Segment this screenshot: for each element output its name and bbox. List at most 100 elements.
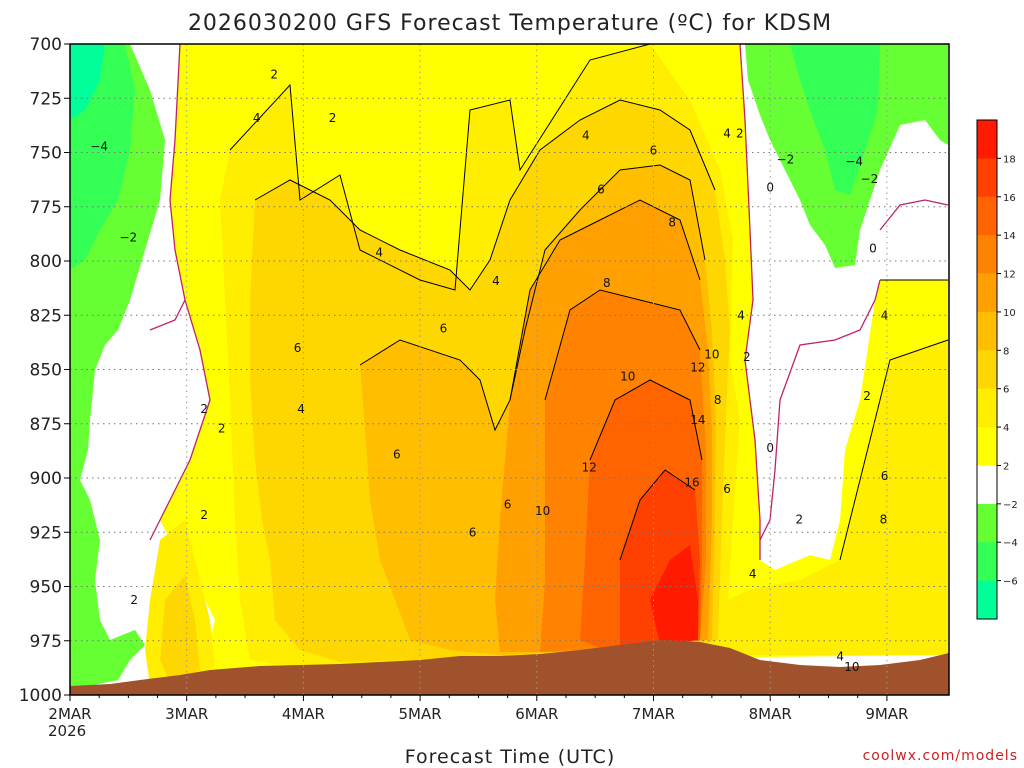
zero-contour-line — [739, 43, 761, 560]
contour-line — [589, 379, 703, 461]
contour-label: 14 — [690, 413, 705, 427]
contour-label: 2 — [863, 389, 871, 403]
contour-label: 6 — [597, 183, 605, 197]
colorbar-swatch — [977, 503, 997, 543]
colorbar-tick-label: −4 — [1003, 538, 1018, 549]
colorbar-tick-label: 6 — [1003, 385, 1009, 396]
contour-label: 6 — [881, 469, 889, 483]
contour-label: 0 — [766, 181, 774, 195]
band-minus-6 — [70, 44, 105, 120]
y-tick-label: 725 — [30, 89, 62, 109]
contour-label: 4 — [723, 126, 731, 140]
zero-contour-lines — [149, 43, 949, 560]
colorbar-swatch — [977, 465, 997, 505]
y-tick-label: 800 — [30, 252, 62, 272]
contour-label: 6 — [469, 526, 477, 540]
contour-label: 4 — [492, 274, 500, 288]
colorbar-tick-label: 2 — [1003, 461, 1009, 472]
x-start-year-label: 2026 — [48, 722, 86, 740]
x-tick-label: 3MAR — [165, 705, 208, 723]
contour-label: 0 — [766, 441, 774, 455]
contour-label: 12 — [690, 361, 705, 375]
y-tick-label: 900 — [30, 469, 62, 489]
band-small-north-6 — [160, 575, 200, 682]
y-axis: 700 725 750 775 800 825 850 875 900 925 950 975 1000 — [19, 35, 70, 706]
colorbar-tick-label: 4 — [1003, 423, 1009, 434]
colorbar-border — [976, 119, 998, 620]
contour-label: 16 — [684, 476, 699, 490]
contour-line — [544, 289, 701, 401]
contour-lines — [229, 43, 949, 561]
band-minus-4-right — [790, 44, 880, 195]
contour-label: 10 — [535, 504, 550, 518]
colorbar-swatch — [977, 542, 997, 582]
contour-label: 6 — [393, 447, 401, 461]
terrain — [70, 640, 949, 695]
zero-contour-line — [879, 199, 949, 231]
x-tick-label: 6MAR — [515, 705, 558, 723]
zero-contour-line — [149, 299, 186, 331]
x-tick-label: 7MAR — [632, 705, 675, 723]
contour-label: 4 — [836, 649, 844, 663]
contour-label: 4 — [582, 128, 590, 142]
colorbar-swatch — [977, 388, 997, 428]
contour-label: 12 — [582, 460, 597, 474]
y-tick-label: 775 — [30, 198, 62, 218]
contour-label: 10 — [620, 369, 635, 383]
contour-label: 6 — [294, 341, 302, 355]
contour-label: 6 — [650, 144, 658, 158]
y-tick-label: 700 — [30, 35, 62, 55]
colorbar-swatch — [977, 311, 997, 351]
contour-label: 8 — [714, 393, 722, 407]
x-tick-label: 4MAR — [282, 705, 325, 723]
y-tick-label: 850 — [30, 361, 62, 381]
contour-label: 4 — [737, 309, 745, 323]
zero-contour-line — [149, 43, 211, 541]
contour-label: 4 — [375, 246, 383, 260]
y-tick-label: 975 — [30, 632, 62, 652]
colorbar-tick-label: 14 — [1003, 231, 1016, 242]
credit-text: coolwx.com/models — [863, 748, 1018, 764]
contour-label: 0 — [869, 241, 877, 255]
y-tick-label: 950 — [30, 578, 62, 598]
colorbar-swatch — [977, 158, 997, 198]
colorbar-swatch — [977, 196, 997, 236]
temperature-fill — [70, 44, 948, 690]
colorbar-swatch — [977, 427, 997, 466]
contour-line — [359, 164, 706, 432]
contour-label: 2 — [736, 126, 744, 140]
contour-label: 2 — [130, 593, 138, 607]
colorbar-tick-label: 18 — [1003, 154, 1016, 165]
contour-label: 2 — [270, 68, 278, 82]
contour-label: 2 — [329, 111, 337, 125]
contour-label: 6 — [504, 497, 512, 511]
x-tick-label: 2MAR — [48, 705, 91, 723]
x-tick-label: 5MAR — [399, 705, 442, 723]
contour-label: 2 — [200, 508, 208, 522]
contour-label: −4 — [845, 155, 863, 169]
contour-label: 2 — [743, 350, 751, 364]
colorbar-tick-label: 10 — [1003, 308, 1016, 319]
colorbar-tick-label: 16 — [1003, 193, 1016, 204]
contour-line — [619, 469, 696, 561]
contour-label: 6 — [723, 482, 731, 496]
y-tick-label: 750 — [30, 144, 62, 164]
y-tick-label: 1000 — [19, 686, 62, 706]
contour-label: 10 — [704, 348, 719, 362]
chart-title: 2026030200 GFS Forecast Temperature (ºC)… — [188, 11, 832, 36]
contour-line — [254, 99, 716, 291]
band-18 — [650, 545, 698, 645]
contour-label: 8 — [668, 215, 676, 229]
colorbar-tick-label: −6 — [1003, 577, 1018, 588]
colorbar-tick-label: −2 — [1003, 500, 1018, 511]
contour-line — [839, 339, 949, 561]
x-axis: 2MAR 3MAR 4MAR 5MAR 6MAR 7MAR 8MAR 9MAR — [48, 695, 908, 723]
contour-line — [229, 43, 651, 291]
y-tick-label: 875 — [30, 415, 62, 435]
contour-label: −2 — [777, 152, 795, 166]
contour-label: −4 — [90, 139, 108, 153]
x-axis-label: Forecast Time (UTC) — [405, 746, 615, 768]
x-tick-label: 9MAR — [865, 705, 908, 723]
